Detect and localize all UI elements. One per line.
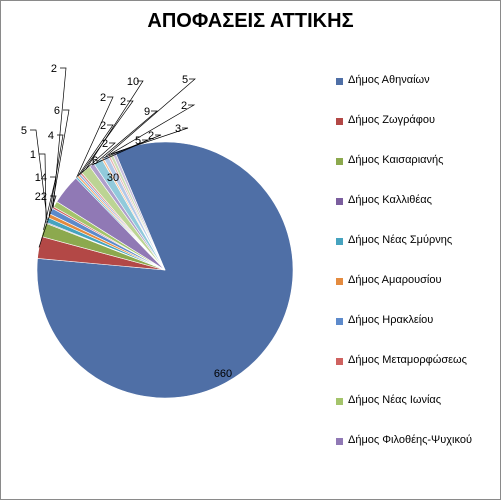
leader-line: [52, 67, 67, 208]
data-label: 2: [120, 96, 126, 108]
data-label: 1: [30, 149, 36, 161]
leader-line: [76, 96, 114, 178]
data-label: 2: [100, 120, 106, 132]
legend-swatch: [336, 358, 343, 365]
data-label: 2: [181, 100, 187, 112]
legend-label: Δήμος Ζωγράφου: [348, 114, 435, 126]
legend-label: Δήμος Νέας Σμύρνης: [348, 234, 453, 246]
data-label: 3: [175, 123, 181, 135]
legend-swatch: [336, 278, 343, 285]
data-label: 5: [135, 135, 141, 147]
legend-item: Δήμος Νέας Σμύρνης: [318, 232, 501, 272]
data-label: 5: [182, 74, 188, 86]
data-label: 2: [102, 138, 108, 150]
leader-line: [77, 124, 114, 177]
leader-line: [80, 100, 134, 174]
leader-line: [97, 110, 158, 162]
data-label: 30: [107, 172, 119, 184]
data-label: 6: [54, 105, 60, 117]
legend-swatch: [336, 438, 343, 445]
leader-line: [85, 80, 144, 170]
legend-item: Δήμος Αθηναίων: [318, 72, 501, 112]
legend-item: Δήμος Φιλοθέης-Ψυχικού: [318, 432, 501, 472]
legend-swatch: [336, 238, 343, 245]
legend-label: Δήμος Μεταμορφώσεως: [348, 354, 467, 366]
leader-line: [105, 78, 196, 157]
legend-label: Δήμος Αθηναίων: [348, 74, 430, 86]
leader-line: [39, 153, 47, 223]
data-label: 2: [148, 130, 154, 142]
data-label: 10: [127, 76, 139, 88]
legend-label: Δήμος Καισαριανής: [348, 154, 444, 166]
data-label: 660: [214, 368, 232, 380]
legend-swatch: [336, 318, 343, 325]
legend-swatch: [336, 398, 343, 405]
leader-line: [48, 134, 64, 216]
data-label: 5: [21, 125, 27, 137]
legend-label: Δήμος Φιλοθέης-Ψυχικού: [348, 434, 472, 446]
legend-item: Δήμος Μεταμορφώσεως: [318, 352, 501, 392]
leader-line: [30, 129, 48, 220]
leader-line: [79, 142, 116, 175]
legend-label: Δήμος Ηρακλείου: [348, 314, 434, 326]
chart-title: ΑΠΟΦΑΣΕΙΣ ΑΤΤΙΚΗΣ: [147, 10, 354, 32]
data-label: 9: [144, 106, 150, 118]
legend-item: Δήμος Καισαριανής: [318, 152, 501, 192]
data-label: 14: [35, 172, 47, 184]
leader-line: [108, 104, 196, 156]
legend-label: Δήμος Καλλιθέας: [348, 194, 432, 206]
legend-item: Δήμος Νέας Ιωνίας: [318, 392, 501, 432]
data-label: 2: [100, 92, 106, 104]
data-label: 2: [51, 63, 57, 75]
leader-line: [50, 109, 70, 212]
data-label: 4: [48, 130, 54, 142]
legend-item: Δήμος Καλλιθέας: [318, 192, 501, 232]
legend-swatch: [336, 158, 343, 165]
leader-line: [110, 127, 189, 155]
legend-item: Δήμος Ζωγράφου: [318, 112, 501, 152]
legend-swatch: [336, 198, 343, 205]
legend-label: Δήμος Νέας Ιωνίας: [348, 394, 442, 406]
legend-swatch: [336, 118, 343, 125]
legend-swatch: [336, 78, 343, 85]
leader-line: [38, 195, 57, 248]
data-label: 6: [92, 155, 98, 167]
legend-item: Δήμος Αμαρουσίου: [318, 272, 501, 312]
data-label: 22: [35, 191, 47, 203]
legend-label: Δήμος Αμαρουσίου: [348, 274, 442, 286]
legend: Δήμος Αθηναίων Δήμος Ζωγράφου Δήμος Καισαρ…: [318, 72, 501, 472]
legend-item: Δήμος Ηρακλείου: [318, 312, 501, 352]
